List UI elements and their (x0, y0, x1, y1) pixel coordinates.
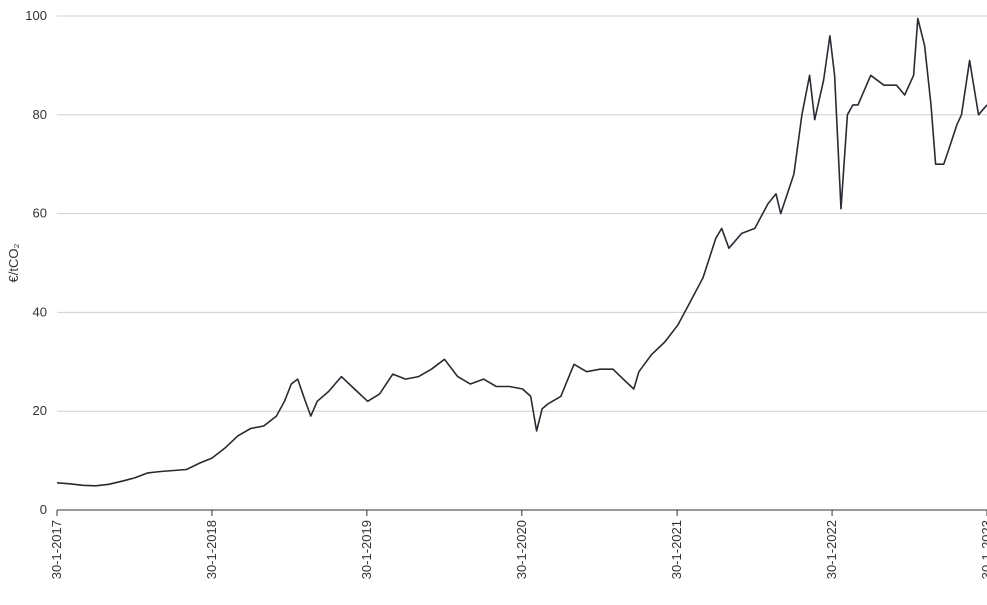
x-tick-label: 30-1-2019 (359, 520, 374, 579)
y-tick-label: 80 (33, 107, 47, 122)
y-tick-label: 20 (33, 403, 47, 418)
x-tick-label: 30-1-2020 (514, 520, 529, 579)
x-tick-label: 30-1-2023 (979, 520, 987, 579)
x-tick-label: 30-1-2022 (824, 520, 839, 579)
y-tick-label: 40 (33, 304, 47, 319)
y-tick-label: 0 (40, 502, 47, 517)
x-tick-label: 30-1-2021 (669, 520, 684, 579)
x-tick-label: 30-1-2017 (49, 520, 64, 579)
x-axis-ticks: 30-1-2017 30-1-2018 30-1-2019 30-1-2020 30-1… (49, 510, 987, 579)
y-axis-ticks: 0 20 40 60 80 100 (25, 8, 47, 517)
x-tick-label: 30-1-2018 (204, 520, 219, 579)
series-line (56, 17, 987, 487)
y-tick-label: 60 (33, 206, 47, 221)
y-tick-label: 100 (25, 8, 47, 23)
y-axis-label: €/tCO₂ (6, 244, 21, 283)
gridlines (57, 15, 987, 412)
